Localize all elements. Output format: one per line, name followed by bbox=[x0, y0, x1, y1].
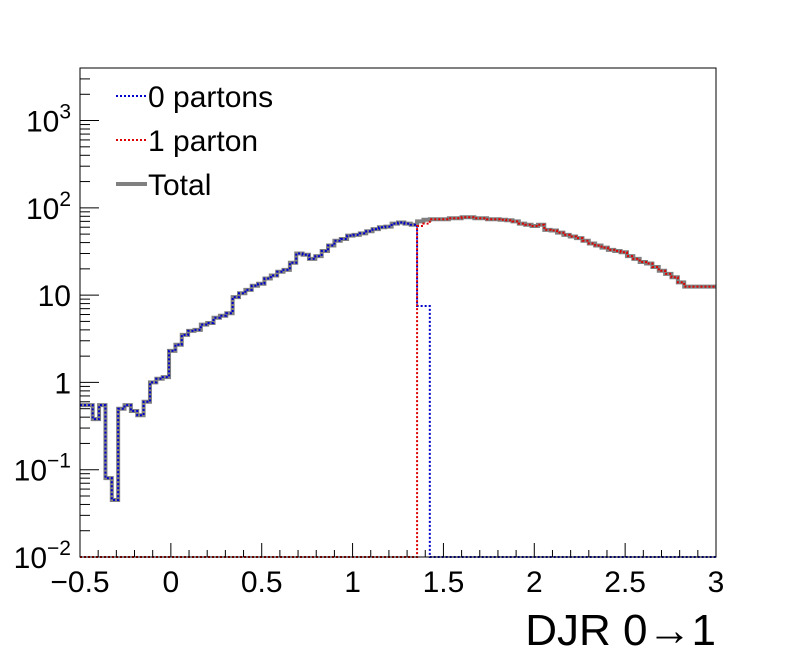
y-tick-label: 1 bbox=[54, 367, 71, 400]
x-tick-label: 1.5 bbox=[423, 566, 465, 599]
x-axis-title: DJR 0→1 bbox=[525, 606, 716, 655]
y-tick-label: 103 bbox=[26, 101, 71, 139]
y-tick-label: 102 bbox=[26, 188, 71, 226]
y-tick-label-base: 10 bbox=[26, 193, 59, 226]
x-tick-label: 0 bbox=[163, 566, 180, 599]
x-tick-label: −0.5 bbox=[50, 566, 109, 599]
x-tick-label: 0.5 bbox=[241, 566, 283, 599]
legend-label: 0 partons bbox=[148, 81, 273, 114]
y-tick-label-base: 10 bbox=[26, 106, 59, 139]
y-tick-label-base: 10 bbox=[14, 542, 47, 575]
legend: 0 partons 1 parton Total bbox=[116, 81, 273, 202]
y-tick-label-base: 10 bbox=[14, 455, 47, 488]
y-tick-label-base: 1 bbox=[54, 367, 71, 400]
y-tick-label: 10−2 bbox=[14, 537, 71, 575]
x-tick-label: 2 bbox=[526, 566, 543, 599]
y-tick-label: 10 bbox=[38, 280, 71, 313]
legend-label: Total bbox=[148, 169, 211, 202]
plot-frame bbox=[79, 67, 717, 558]
x-tick-labels: −0.5 0 0.5 1 1.5 2 2.5 3 bbox=[50, 566, 724, 599]
y-tick-label-base: 10 bbox=[38, 280, 71, 313]
y-tick-label-exponent: 3 bbox=[59, 101, 71, 124]
x-tick-label: 1 bbox=[344, 566, 361, 599]
x-tick-label: 3 bbox=[708, 566, 725, 599]
y-tick-label-exponent: 2 bbox=[59, 188, 71, 211]
legend-label: 1 parton bbox=[148, 125, 258, 158]
y-tick-label-exponent: −2 bbox=[47, 537, 71, 560]
y-tick-label: 10−1 bbox=[14, 450, 71, 488]
x-tick-label: 2.5 bbox=[604, 566, 646, 599]
y-tick-label-exponent: −1 bbox=[47, 450, 71, 473]
